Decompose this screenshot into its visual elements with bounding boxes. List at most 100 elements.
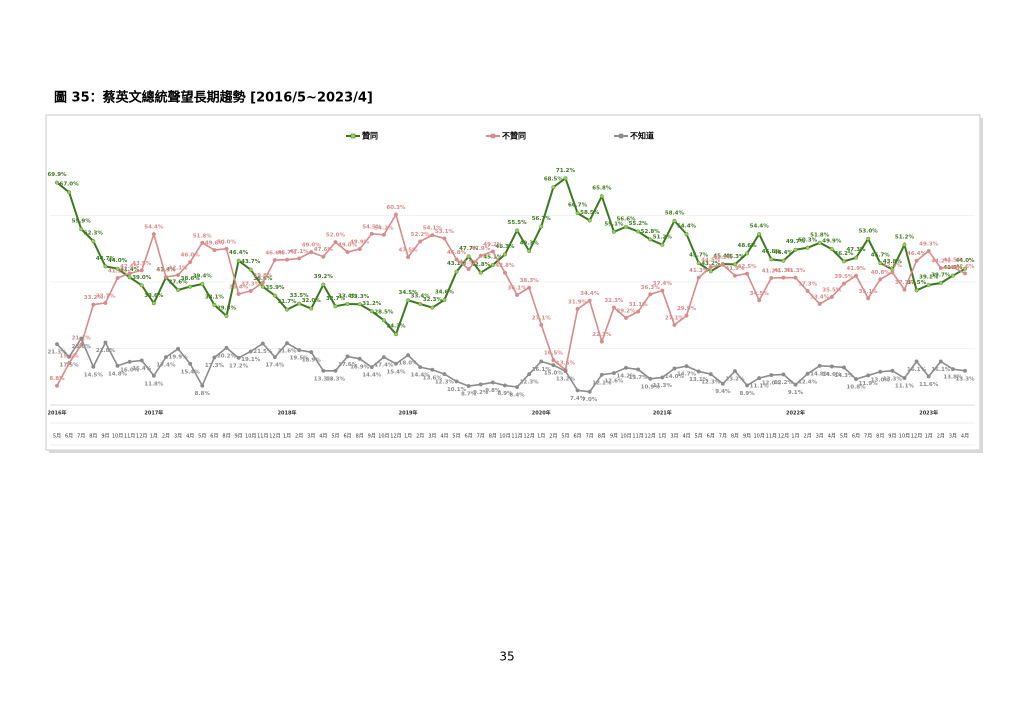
data-label: 13.0%	[871, 377, 891, 383]
data-label: 33.1%	[205, 294, 225, 300]
data-label: 22.1%	[592, 332, 612, 338]
x-tick-label: 3月	[949, 434, 957, 440]
series-line	[56, 212, 966, 387]
x-tick-label: 5月	[840, 434, 848, 440]
year-label: 2021年	[653, 410, 672, 417]
data-point	[781, 258, 786, 263]
data-label: 46.6%	[265, 251, 285, 257]
frame-shadow	[980, 118, 983, 453]
data-point	[963, 368, 968, 373]
data-point	[67, 361, 72, 366]
data-label: 36.1%	[508, 285, 528, 291]
data-label: 39.2%	[314, 274, 334, 280]
data-label: 37.4%	[653, 281, 673, 287]
data-point	[139, 268, 144, 273]
data-label: 11.6%	[919, 382, 939, 388]
data-label: 16.5%	[544, 351, 564, 357]
data-point	[624, 365, 629, 370]
data-point	[151, 232, 156, 237]
data-point	[454, 269, 459, 274]
data-label: 13.7%	[629, 375, 649, 381]
data-label: 42.8%	[471, 262, 491, 268]
x-tick-label: 1月	[925, 434, 933, 440]
data-point	[817, 363, 822, 368]
data-point	[732, 262, 737, 267]
data-point	[684, 313, 689, 318]
data-label: 45.2%	[713, 255, 733, 261]
data-label: 11.1%	[750, 384, 770, 390]
data-point	[91, 302, 96, 307]
data-point	[115, 276, 120, 281]
x-tick-label: 8月	[876, 434, 884, 440]
x-tick-label: 6月	[465, 434, 473, 440]
data-label: 19.1%	[241, 357, 261, 363]
data-label: 32.0%	[302, 298, 322, 304]
data-point	[866, 236, 871, 241]
data-label: 34.4%	[580, 291, 600, 297]
x-tick-label: 1月	[537, 434, 545, 440]
data-point	[333, 240, 338, 245]
x-tick-label: 1月	[791, 434, 799, 440]
data-point	[115, 266, 120, 271]
data-label: 46.0%	[181, 253, 201, 259]
x-tick-label: 1月	[658, 434, 666, 440]
data-point	[732, 369, 737, 374]
data-point	[829, 247, 834, 252]
data-point	[103, 340, 108, 345]
data-label: 15.4%	[181, 369, 201, 375]
x-tick-label: 4月	[319, 434, 327, 440]
data-label: 47.3%	[846, 247, 866, 253]
data-point	[636, 309, 641, 314]
data-point	[163, 275, 168, 280]
data-point	[466, 267, 471, 272]
data-label: 9.1%	[788, 390, 804, 396]
data-label: 31.1%	[629, 302, 649, 308]
data-point	[696, 275, 701, 280]
data-point	[854, 273, 859, 278]
data-label: 51.8%	[810, 232, 830, 238]
data-point	[418, 239, 423, 244]
data-label: 16.1%	[532, 367, 552, 373]
data-point	[79, 336, 84, 341]
legend-label: 贊同	[362, 131, 378, 141]
data-point	[490, 380, 495, 385]
data-label: 60.7%	[568, 203, 588, 209]
data-point	[515, 228, 520, 233]
data-label: 46.4%	[229, 250, 249, 256]
data-label: 41.3%	[774, 268, 794, 274]
data-point	[757, 232, 762, 237]
data-point	[260, 341, 265, 346]
data-point	[684, 364, 689, 369]
x-tick-label: 12月	[778, 434, 789, 440]
data-point	[103, 300, 108, 305]
data-point	[333, 368, 338, 373]
data-label: 53.0%	[859, 228, 879, 234]
x-tick-label: 2月	[162, 434, 170, 440]
data-label: 7.4%	[570, 396, 586, 402]
data-point	[127, 275, 132, 280]
data-label: 39.0%	[132, 275, 152, 281]
data-point	[854, 377, 859, 382]
data-point	[515, 292, 520, 297]
data-point	[539, 224, 544, 229]
data-point	[430, 233, 435, 238]
data-label: 42.6%	[120, 264, 140, 270]
x-tick-label: 11月	[766, 434, 777, 440]
data-point	[866, 296, 871, 301]
data-label: 42.5%	[738, 264, 758, 270]
data-label: 41.4%	[156, 267, 176, 273]
data-point	[660, 375, 665, 380]
x-tick-label: 3月	[174, 434, 182, 440]
data-label: 16.1%	[931, 367, 951, 373]
data-label: 55.5%	[508, 220, 528, 226]
x-tick-label: 11月	[511, 434, 522, 440]
data-label: 54.4%	[144, 225, 164, 231]
data-point	[527, 372, 532, 377]
data-point	[926, 249, 931, 254]
data-label: 49.0%	[338, 243, 358, 249]
data-point	[176, 273, 181, 278]
data-label: 7.0%	[582, 397, 598, 403]
data-label: 47.5%	[399, 248, 419, 254]
data-point	[321, 368, 326, 373]
data-label: 35.5%	[822, 287, 842, 293]
